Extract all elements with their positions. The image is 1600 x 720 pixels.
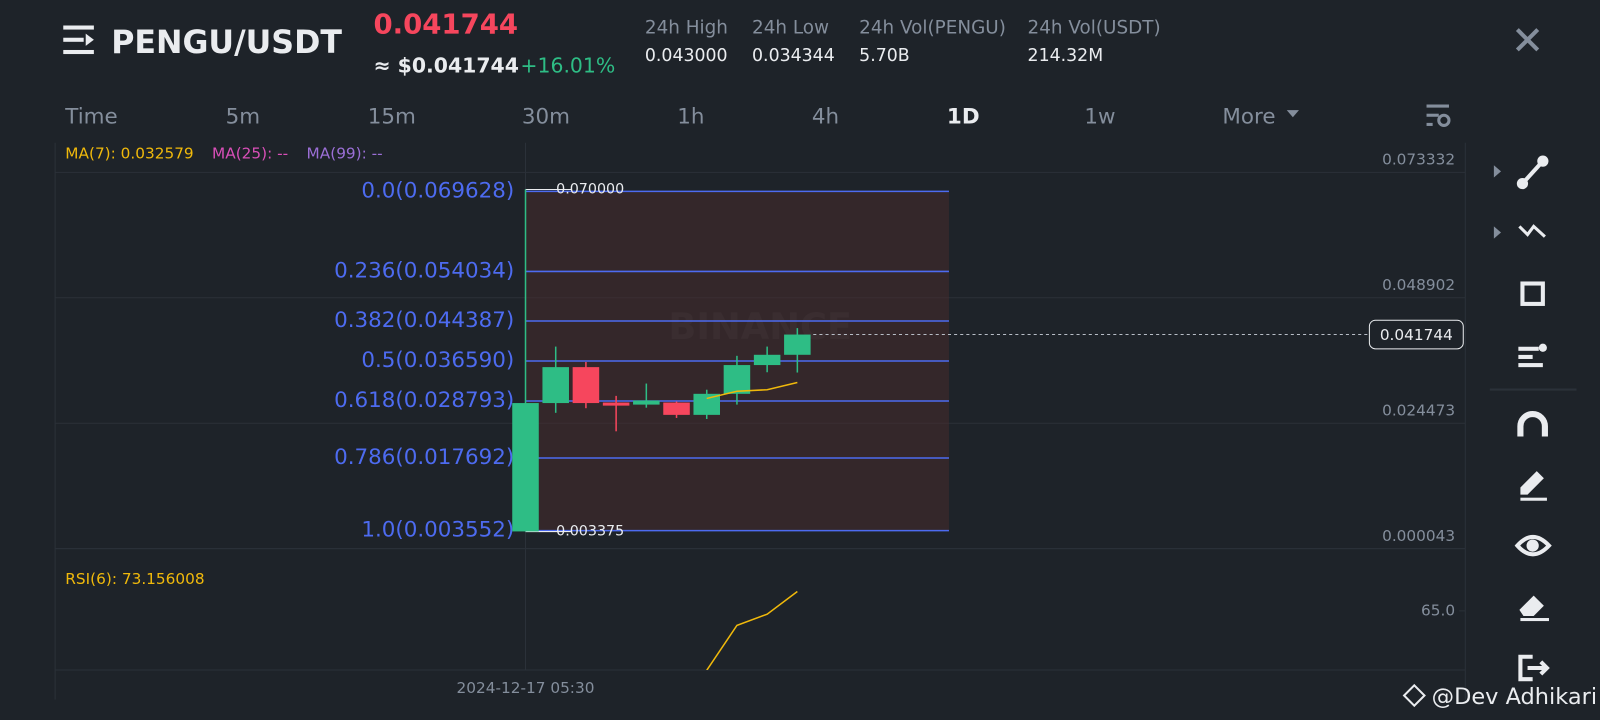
candle-body: [753, 354, 781, 366]
stat-value: 0.043000: [645, 46, 728, 66]
pen-tool[interactable]: [1520, 471, 1547, 501]
more-arrow: [1286, 110, 1299, 118]
visibility-tool[interactable]: [1514, 534, 1552, 557]
y-tick-label: 0.073332: [1382, 151, 1455, 169]
close-button[interactable]: [1515, 28, 1540, 52]
current-price-box: [1368, 319, 1464, 350]
ma7-line: [706, 381, 798, 400]
shape-tool[interactable]: [1520, 281, 1545, 306]
fib-label: 1.0(0.003552): [361, 518, 514, 543]
candle-body: [723, 365, 751, 394]
fib-range-label: 0.070000: [556, 181, 624, 197]
candle-body: [663, 402, 690, 415]
current-price-label: 0.041744: [1380, 326, 1453, 344]
interval-tab[interactable]: Time: [64, 104, 117, 129]
candle-body: [602, 402, 630, 406]
stat-label: 24h High: [645, 18, 728, 39]
fib-label: 0.236(0.054034): [334, 258, 514, 283]
interval-tab[interactable]: 4h: [812, 104, 839, 129]
stat-value: 5.70B: [859, 46, 909, 66]
candle-body: [633, 400, 660, 405]
x-axis-label: 2024-12-17 05:30: [457, 679, 595, 697]
line-tool[interactable]: [1516, 155, 1549, 190]
interval-tab[interactable]: 1h: [677, 104, 704, 129]
last-price: 0.041744: [373, 9, 518, 41]
credit-logo: [1402, 683, 1426, 708]
stat-label: 24h Low: [752, 18, 829, 39]
ma-legend: MA(25): --: [212, 144, 288, 162]
expand-arrow[interactable]: [1493, 165, 1502, 178]
candle-body: [512, 403, 539, 532]
price-change: +16.01%: [520, 53, 615, 77]
fib-label: 0.786(0.017692): [334, 445, 514, 470]
interval-tab[interactable]: 5m: [226, 104, 260, 129]
fib-label: 0.0(0.069628): [361, 178, 514, 203]
y-tick-label: 0.048902: [1382, 276, 1455, 294]
expand-arrow[interactable]: [1493, 226, 1502, 239]
fib-label: 0.618(0.028793): [334, 388, 514, 413]
fib-label: 0.5(0.036590): [361, 348, 514, 373]
y-tick-label: 0.000043: [1382, 527, 1455, 545]
wave-tool[interactable]: [1518, 224, 1546, 238]
rsi-line: [706, 590, 798, 671]
eraser-tool[interactable]: [1519, 595, 1549, 622]
interval-tab[interactable]: 1w: [1084, 104, 1115, 129]
credit: @Dev Adhikari: [1432, 684, 1597, 710]
stat-value: 214.32M: [1028, 46, 1104, 66]
interval-tab[interactable]: 1D: [947, 104, 980, 129]
stat-value: 0.034344: [752, 46, 835, 66]
usd-price: ≈ $0.041744: [373, 53, 518, 77]
candle-body: [572, 367, 600, 404]
candle-body: [542, 367, 569, 404]
settings-icon[interactable]: [1426, 104, 1451, 127]
candle-body: [693, 393, 720, 415]
ma-legend: MA(99): --: [307, 144, 383, 162]
magnet-tool[interactable]: [1517, 411, 1548, 437]
fib-range-label: 0.003375: [556, 524, 624, 540]
ma-legend: MA(7): 0.032579: [65, 144, 193, 162]
interval-tab[interactable]: More: [1222, 104, 1275, 129]
candle-body: [784, 334, 811, 355]
y-tick-label: 0.024473: [1382, 401, 1455, 419]
interval-tab[interactable]: 15m: [368, 104, 416, 129]
interval-tab[interactable]: 30m: [522, 104, 570, 129]
fib-tool[interactable]: [1518, 343, 1547, 368]
exit-tool[interactable]: [1518, 654, 1550, 682]
menu-icon[interactable]: [63, 25, 94, 55]
drawing-toolbar: [1489, 155, 1577, 682]
stat-label: 24h Vol(PENGU): [859, 18, 1006, 39]
rsi-tick-label: 65.0: [1421, 601, 1455, 619]
stat-label: 24h Vol(USDT): [1028, 18, 1161, 39]
pair-title: PENGU/USDT: [111, 25, 342, 61]
rsi-legend: RSI(6): 73.156008: [65, 570, 204, 588]
fib-label: 0.382(0.044387): [334, 308, 514, 333]
